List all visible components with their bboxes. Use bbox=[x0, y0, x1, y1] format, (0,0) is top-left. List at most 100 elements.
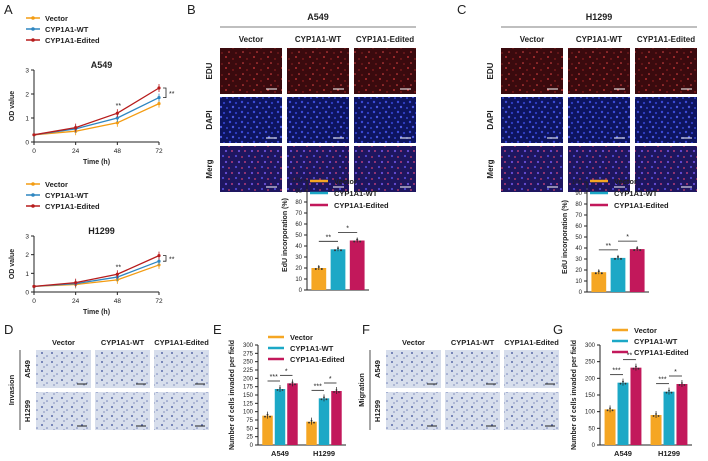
y-tick-label: 200 bbox=[585, 376, 596, 382]
micro-col-header: CYP1A1-Edited bbox=[637, 35, 695, 44]
micro-image bbox=[287, 48, 349, 94]
y-tick-label: 300 bbox=[243, 343, 254, 349]
y-tick-label: 100 bbox=[572, 180, 583, 186]
replicate-dot bbox=[359, 240, 362, 243]
sig-annotation-72: ** bbox=[169, 91, 175, 98]
replicate-dot bbox=[639, 249, 642, 252]
transwell-image bbox=[95, 392, 150, 430]
micro-col-header: Vector bbox=[239, 35, 263, 44]
x-axis-label: Time (h) bbox=[83, 159, 110, 166]
replicate-dot bbox=[635, 365, 637, 368]
replicate-dot bbox=[335, 389, 338, 391]
y-tick-label: 50 bbox=[588, 426, 595, 432]
transwell-image bbox=[154, 392, 209, 430]
series-line-1 bbox=[33, 97, 160, 136]
legend-label-edited: CYP1A1-Edited bbox=[290, 355, 345, 364]
x-tick-label: 24 bbox=[72, 148, 80, 155]
sig-annotation: *** bbox=[658, 377, 666, 384]
micro-image bbox=[287, 146, 349, 192]
micro-image bbox=[354, 146, 416, 192]
y-tick-label: 0 bbox=[25, 140, 29, 147]
y-tick-label: 80 bbox=[575, 202, 582, 208]
panel-label-c: C bbox=[457, 2, 467, 17]
replicate-dot bbox=[611, 409, 614, 412]
legend-label-vector: Vector bbox=[45, 14, 68, 23]
legend-label-vector: Vector bbox=[45, 180, 68, 189]
x-tick-label: 0 bbox=[32, 148, 36, 155]
y-tick-label: 75 bbox=[246, 418, 253, 424]
y-axis-label: OD value bbox=[9, 249, 16, 279]
panel-label-a: A bbox=[4, 2, 13, 17]
replicate-dot bbox=[314, 268, 317, 270]
replicate-dot bbox=[657, 415, 660, 417]
bar-vector bbox=[262, 415, 273, 445]
sig-annotation: * bbox=[346, 226, 349, 233]
sig-annotation-48: ** bbox=[116, 103, 122, 110]
replicate-dot bbox=[333, 391, 335, 393]
legend-label-vector: Vector bbox=[290, 333, 313, 342]
micro-image bbox=[354, 97, 416, 143]
replicate-dot bbox=[655, 413, 657, 415]
y-tick-label: 70 bbox=[295, 211, 302, 217]
replicate-dot bbox=[624, 382, 627, 385]
replicate-dot bbox=[289, 383, 291, 386]
y-tick-label: 0 bbox=[592, 443, 596, 449]
replicate-dot bbox=[632, 367, 635, 370]
bar-wt bbox=[617, 382, 629, 445]
y-tick-label: 90 bbox=[575, 191, 582, 197]
y-tick-label: 300 bbox=[585, 343, 596, 349]
legend-label-vector: Vector bbox=[614, 177, 637, 186]
replicate-dot bbox=[619, 382, 622, 385]
replicate-dot bbox=[264, 415, 266, 418]
micro-col-header: CYP1A1-Edited bbox=[356, 35, 414, 44]
sig-annotation-48: ** bbox=[116, 264, 122, 271]
tw-col-header: CYP1A1-WT bbox=[101, 338, 145, 347]
replicate-dot bbox=[597, 270, 600, 273]
bar-wt bbox=[663, 391, 675, 445]
y-axis-label: EdU incorporation (%) bbox=[282, 198, 289, 272]
sig-annotation: * bbox=[285, 368, 288, 375]
x-tick-label: 0 bbox=[32, 298, 36, 305]
y-tick-label: 0 bbox=[25, 290, 29, 297]
y-tick-label: 70 bbox=[575, 213, 582, 219]
micro-image bbox=[635, 146, 697, 192]
legend-label-edited: CYP1A1-Edited bbox=[334, 201, 389, 210]
replicate-dot bbox=[310, 419, 313, 422]
sig-annotation: ** bbox=[606, 243, 612, 250]
bar-edited bbox=[629, 249, 645, 292]
replicate-dot bbox=[323, 396, 325, 399]
legend-label-edited: CYP1A1-Edited bbox=[45, 36, 100, 45]
legend-label-vector: Vector bbox=[334, 177, 357, 186]
micro-col-header: Vector bbox=[520, 35, 544, 44]
y-axis-label: OD value bbox=[9, 91, 16, 121]
micro-col-header: CYP1A1-WT bbox=[576, 35, 622, 44]
sig-annotation-72: ** bbox=[169, 256, 175, 263]
y-tick-label: 100 bbox=[292, 178, 303, 184]
replicate-dot bbox=[622, 380, 624, 383]
y-tick-label: 1 bbox=[25, 116, 29, 123]
legend-label-wt: CYP1A1-WT bbox=[614, 189, 658, 198]
y-tick-label: 3 bbox=[25, 68, 29, 75]
replicate-dot bbox=[670, 391, 673, 394]
sig-annotation: * bbox=[329, 376, 332, 383]
y-tick-label: 50 bbox=[295, 233, 302, 239]
legend-marker-wt bbox=[31, 27, 35, 31]
replicate-dot bbox=[606, 409, 609, 412]
x-category-label: A549 bbox=[614, 449, 632, 458]
bar-edited bbox=[287, 383, 298, 445]
y-tick-label: 25 bbox=[246, 435, 253, 441]
y-tick-label: 0 bbox=[250, 443, 254, 449]
micro-col-header: CYP1A1-WT bbox=[295, 35, 341, 44]
bar-vector bbox=[604, 409, 616, 445]
replicate-dot bbox=[637, 367, 640, 370]
bar-edited bbox=[349, 240, 365, 290]
replicate-dot bbox=[266, 413, 269, 416]
x-category-label: A549 bbox=[271, 449, 289, 458]
replicate-dot bbox=[308, 421, 310, 424]
y-tick-label: 20 bbox=[575, 268, 582, 274]
micro-image bbox=[568, 146, 630, 192]
replicate-dot bbox=[317, 266, 320, 268]
data-point bbox=[32, 133, 36, 137]
sig-annotation: * bbox=[626, 234, 629, 241]
